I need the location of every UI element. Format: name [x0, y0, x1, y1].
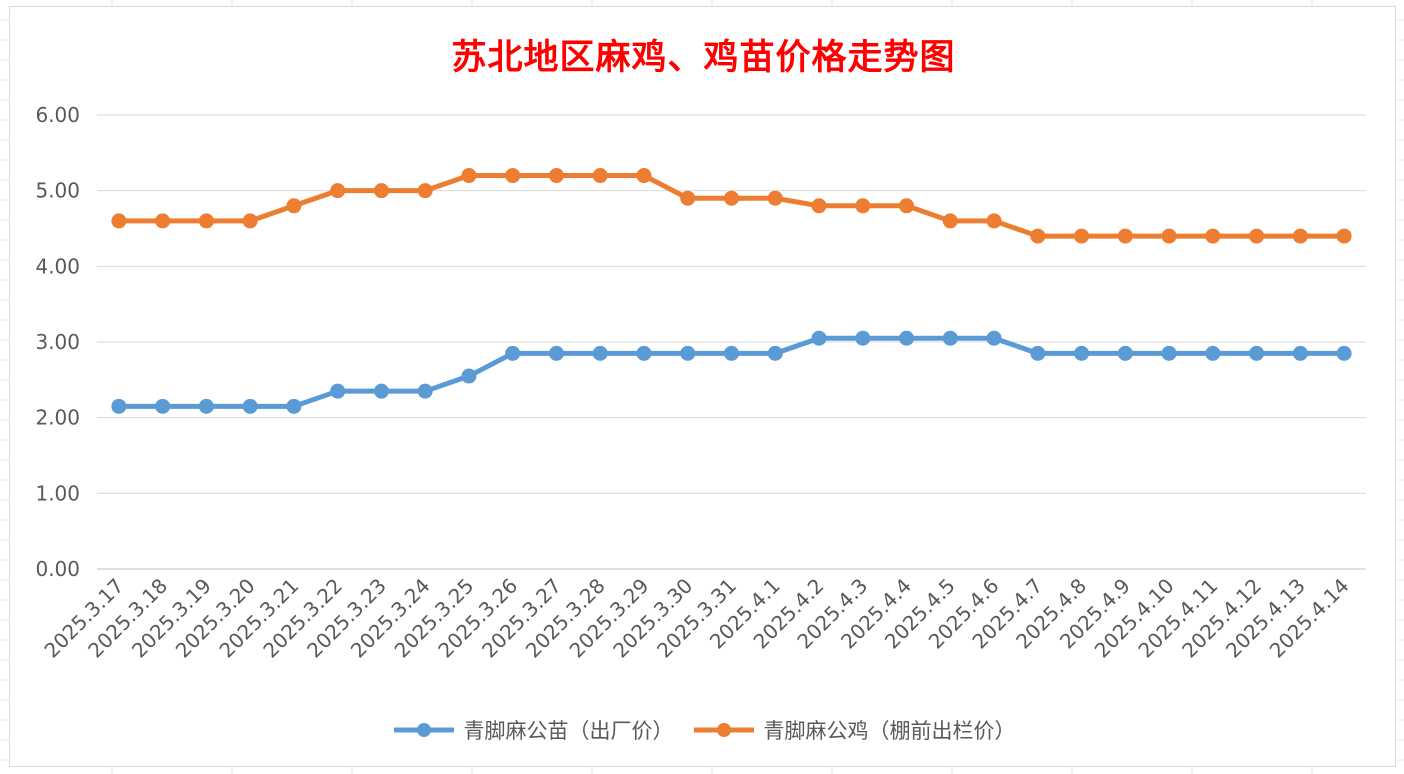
- series-1-point[interactable]: [942, 330, 958, 346]
- series-1-point[interactable]: [680, 345, 696, 361]
- series-1-point[interactable]: [1292, 345, 1308, 361]
- series-1-point[interactable]: [855, 330, 871, 346]
- series-1-point[interactable]: [417, 383, 433, 399]
- series-2-point[interactable]: [1161, 228, 1177, 244]
- series-1-point[interactable]: [1161, 345, 1177, 361]
- series-2-point[interactable]: [899, 198, 915, 214]
- legend-label-series-1: 青脚麻公苗（出厂价）: [463, 719, 674, 743]
- series-2-point[interactable]: [198, 213, 214, 229]
- legend-item-series-2: 青脚麻公鸡（棚前出栏价）: [692, 715, 1016, 745]
- series-1-point[interactable]: [1117, 345, 1133, 361]
- series-1-point[interactable]: [330, 383, 346, 399]
- series-1-point[interactable]: [155, 398, 171, 414]
- series-1-point[interactable]: [548, 345, 564, 361]
- series-2-point[interactable]: [1249, 228, 1265, 244]
- y-tick-label: 6.00: [35, 103, 80, 127]
- y-tick-label: 4.00: [35, 254, 80, 278]
- series-2-point[interactable]: [505, 168, 521, 184]
- series-2-point[interactable]: [155, 213, 171, 229]
- series-1-point[interactable]: [811, 330, 827, 346]
- series-1-point[interactable]: [592, 345, 608, 361]
- series-1-point[interactable]: [242, 398, 258, 414]
- chart-area[interactable]: 苏北地区麻鸡、鸡苗价格走势图 0.00 1.00 2.00 3.00 4.00 5.00 6…: [9, 6, 1396, 767]
- series-2-point[interactable]: [242, 213, 258, 229]
- chart-title: 苏北地区麻鸡、鸡苗价格走势图: [451, 37, 956, 78]
- series-1-point[interactable]: [373, 383, 389, 399]
- series-2-line: [116, 173, 1347, 239]
- series-1-point[interactable]: [111, 398, 127, 414]
- series-1-point[interactable]: [1030, 345, 1046, 361]
- plot-area: 0.001.002.003.004.005.006.002025.3.17202…: [35, 103, 1366, 663]
- series-2-point[interactable]: [811, 198, 827, 214]
- series-1-point[interactable]: [899, 330, 915, 346]
- legend-item-series-1: 青脚麻公苗（出厂价）: [392, 715, 674, 745]
- series-2-point[interactable]: [1074, 228, 1090, 244]
- legend-dot-series-1: [416, 723, 431, 737]
- y-tick-label: 5.00: [35, 179, 80, 203]
- series-2-point[interactable]: [855, 198, 871, 214]
- series-2-point[interactable]: [1205, 228, 1221, 244]
- series-2-point[interactable]: [373, 183, 389, 199]
- series-2-point[interactable]: [767, 190, 783, 206]
- series-1-point[interactable]: [724, 345, 739, 361]
- series-2-point[interactable]: [636, 168, 652, 184]
- series-2-point[interactable]: [330, 183, 346, 199]
- series-1-point[interactable]: [1249, 345, 1265, 361]
- series-2-point[interactable]: [592, 168, 608, 184]
- y-tick-label: 0.00: [35, 557, 80, 581]
- series-2-point[interactable]: [461, 168, 477, 184]
- series-1-point[interactable]: [986, 330, 1002, 346]
- legend-marker-series-2: [693, 723, 754, 737]
- y-tick-label: 3.00: [35, 330, 80, 354]
- series-2-point[interactable]: [724, 190, 739, 206]
- legend-label-series-2: 青脚麻公鸡（棚前出栏价）: [763, 719, 1016, 743]
- series-2-point[interactable]: [286, 198, 302, 214]
- y-tick-label: 2.00: [35, 406, 80, 430]
- legend: 青脚麻公苗（出厂价） 青脚麻公鸡（棚前出栏价）: [10, 715, 1397, 745]
- series-2-point[interactable]: [1117, 228, 1133, 244]
- series-2-point[interactable]: [111, 213, 127, 229]
- y-tick-label: 1.00: [35, 481, 80, 505]
- series-1-point[interactable]: [1074, 345, 1090, 361]
- series-2-point[interactable]: [986, 213, 1002, 229]
- series-1-point[interactable]: [767, 345, 783, 361]
- series-2-point[interactable]: [680, 190, 696, 206]
- legend-dot-series-2: [716, 723, 731, 737]
- series-1-point[interactable]: [505, 345, 521, 361]
- legend-marker-series-1: [393, 723, 454, 737]
- series-1-point[interactable]: [198, 398, 214, 414]
- series-1-point[interactable]: [286, 398, 302, 414]
- series-2-point[interactable]: [1030, 228, 1046, 244]
- series-1-point[interactable]: [1205, 345, 1221, 361]
- series-2-point[interactable]: [417, 183, 433, 199]
- series-2-point[interactable]: [548, 168, 564, 184]
- series-1-point[interactable]: [461, 368, 477, 384]
- series-2-point[interactable]: [1336, 228, 1352, 244]
- series-1-point[interactable]: [636, 345, 652, 361]
- series-2-point[interactable]: [942, 213, 958, 229]
- series-2-point[interactable]: [1292, 228, 1308, 244]
- series-1-point[interactable]: [1336, 345, 1352, 361]
